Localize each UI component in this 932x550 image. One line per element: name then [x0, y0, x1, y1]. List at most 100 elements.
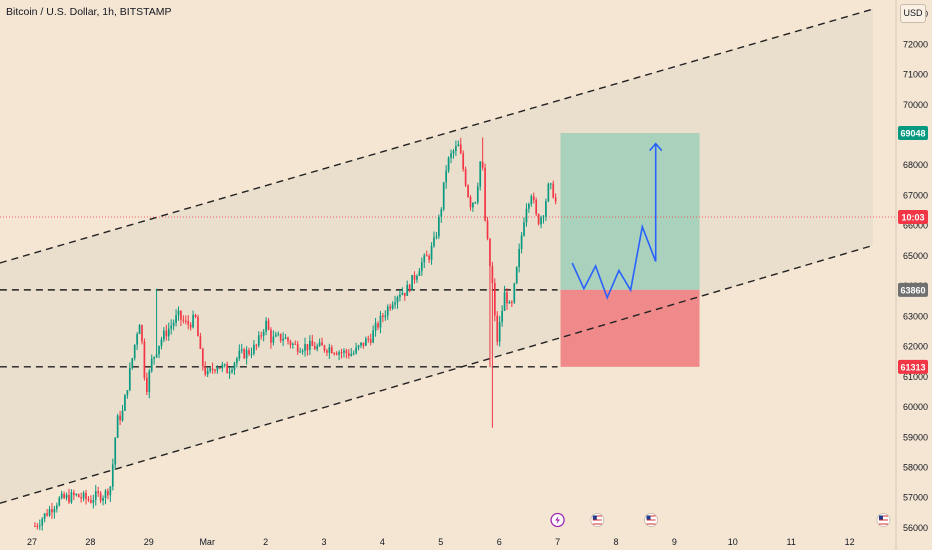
candle-body — [80, 497, 83, 499]
candle-body — [38, 525, 41, 527]
lightning-event-icon — [550, 512, 565, 528]
candle-body — [194, 314, 197, 317]
us-flag-event-icon — [876, 513, 891, 527]
candle-body — [184, 320, 187, 322]
candle-body — [472, 202, 474, 208]
flag-stripe — [878, 517, 888, 519]
candle-body — [484, 167, 486, 221]
flag-stripe — [592, 515, 602, 517]
x-tick-label: 2 — [263, 537, 268, 547]
candle-body — [491, 266, 494, 284]
price-label-box — [898, 282, 928, 297]
x-tick-label: 27 — [27, 537, 37, 547]
candle-body — [75, 494, 78, 496]
candle-body — [111, 464, 114, 487]
candle-body — [535, 199, 538, 215]
y-tick-label: 70000 — [903, 100, 928, 110]
candle-body — [97, 491, 100, 494]
candle-body — [128, 367, 131, 391]
candle-body — [511, 301, 513, 303]
candle-body — [46, 513, 48, 516]
candle-body — [265, 320, 267, 332]
candle-body — [486, 220, 489, 239]
candle-body — [153, 356, 156, 359]
us-flag-event-icon — [644, 513, 658, 527]
candle-body — [474, 202, 477, 204]
candle-body — [330, 347, 333, 354]
candle-body — [340, 352, 343, 354]
candle-body — [248, 350, 250, 355]
price-label-text: 63860 — [900, 285, 925, 295]
flag-stripe — [878, 521, 888, 523]
candle-body — [423, 255, 426, 263]
candle-body — [236, 358, 238, 364]
candle-body — [343, 350, 345, 353]
y-tick-label: 59000 — [903, 432, 928, 442]
candle-body — [260, 335, 263, 337]
candle-body — [333, 353, 336, 355]
candle-body — [525, 208, 528, 223]
candle-body — [124, 395, 126, 411]
x-tick-label: 28 — [85, 537, 95, 547]
candle-body — [352, 353, 355, 355]
candle-body — [63, 493, 65, 499]
currency-button[interactable]: USD — [900, 4, 926, 23]
candle-body — [250, 353, 253, 355]
candle-body — [158, 345, 160, 355]
flag-stripe — [878, 519, 888, 521]
candle-body — [384, 315, 387, 318]
candle-body — [279, 333, 282, 341]
y-tick-label: 72000 — [903, 39, 928, 49]
candle-body — [508, 301, 511, 304]
candle-body — [481, 161, 484, 168]
candle-body — [433, 237, 435, 247]
candle-body — [350, 353, 353, 356]
candle-body — [116, 415, 119, 438]
candle-body — [438, 216, 440, 237]
candle-body — [394, 302, 396, 305]
candle-body — [90, 500, 92, 503]
candle-body — [403, 292, 406, 296]
x-tick-label: 5 — [438, 537, 443, 547]
candle-body — [489, 238, 491, 267]
candle-body — [326, 350, 328, 353]
candle-body — [226, 364, 229, 374]
candle-body — [160, 339, 163, 346]
candle-body — [292, 343, 294, 345]
candle-body — [311, 340, 314, 347]
candle-body — [518, 248, 521, 268]
candle-body — [119, 415, 121, 421]
candle-body — [479, 161, 482, 187]
channel-lower-line — [0, 244, 874, 504]
projection-arrowhead — [649, 142, 663, 152]
candle-body — [175, 315, 177, 323]
symbol-title: Bitcoin / U.S. Dollar, 1h, BITSTAMP — [6, 6, 172, 18]
candle-body — [401, 292, 404, 295]
candle-body — [396, 297, 399, 303]
candle-body — [216, 367, 219, 371]
candle-body — [355, 347, 357, 354]
candle-body — [372, 330, 375, 343]
candle-body — [418, 271, 421, 276]
candle-body — [316, 345, 319, 350]
candle-body — [420, 262, 423, 272]
candle-body — [267, 320, 270, 330]
candle-body — [262, 331, 265, 336]
candle-body — [65, 494, 68, 499]
x-tick-label: 3 — [321, 537, 326, 547]
candle-body — [211, 368, 214, 370]
candle-body — [406, 284, 409, 296]
candle-body — [221, 364, 224, 369]
candle-body — [476, 186, 479, 203]
candle-body — [459, 144, 462, 154]
candle-body — [528, 203, 530, 209]
candle-body — [345, 350, 348, 354]
candle-body — [177, 310, 180, 316]
candle-body — [206, 370, 209, 375]
flag-stripe — [646, 515, 656, 517]
candle-body — [73, 492, 75, 496]
candle-body — [238, 350, 241, 359]
candle-body — [313, 346, 316, 350]
